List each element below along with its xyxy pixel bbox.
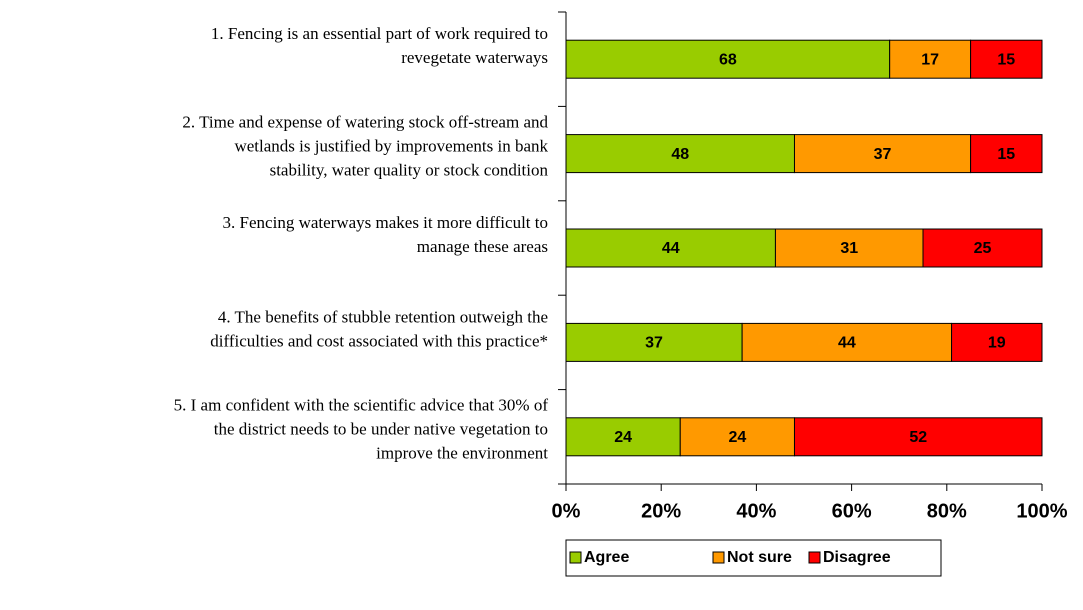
legend-label: Disagree xyxy=(823,549,891,566)
bar-segment xyxy=(970,134,1043,174)
category-label: wetlands is justified by improvements in… xyxy=(234,137,548,156)
category-label: manage these areas xyxy=(417,237,548,256)
bar-segment xyxy=(565,417,681,457)
data-label: 44 xyxy=(838,335,856,352)
category-label: the district needs to be under native ve… xyxy=(214,420,548,439)
data-label: 48 xyxy=(671,146,689,163)
bar-segment xyxy=(679,417,795,457)
data-label: 31 xyxy=(840,240,858,257)
category-label: improve the environment xyxy=(376,444,548,463)
bar-segment xyxy=(741,322,953,362)
bar-segment xyxy=(889,39,972,79)
category-label: difficulties and cost associated with th… xyxy=(210,331,548,350)
x-tick-label: 40% xyxy=(736,500,776,522)
x-tick-label: 60% xyxy=(832,500,872,522)
data-label: 19 xyxy=(988,335,1006,352)
bar-segment xyxy=(774,228,924,268)
category-label: 5. I am confident with the scientific ad… xyxy=(174,396,549,415)
legend-swatch xyxy=(569,551,582,564)
legend-label: Agree xyxy=(584,549,629,566)
data-label: 24 xyxy=(614,429,632,446)
data-label: 44 xyxy=(662,240,680,257)
data-label: 37 xyxy=(645,335,663,352)
data-label: 37 xyxy=(874,146,892,163)
x-tick-label: 80% xyxy=(927,500,967,522)
legend-swatch xyxy=(808,551,821,564)
bar-segment xyxy=(970,39,1043,79)
x-tick-label: 20% xyxy=(641,500,681,522)
bar-segment xyxy=(793,417,1043,457)
bar-segment xyxy=(951,322,1043,362)
data-label: 68 xyxy=(719,51,737,68)
category-label: 4. The benefits of stubble retention out… xyxy=(218,307,548,326)
category-label: 1. Fencing is an essential part of work … xyxy=(211,24,548,43)
category-label: revegetate waterways xyxy=(401,48,548,67)
data-label: 52 xyxy=(909,429,927,446)
category-label: stability, water quality or stock condit… xyxy=(270,161,549,180)
data-label: 15 xyxy=(997,146,1015,163)
bar-segment xyxy=(565,228,776,268)
data-label: 25 xyxy=(974,240,992,257)
legend-swatch xyxy=(712,551,725,564)
data-label: 24 xyxy=(728,429,746,446)
legend-box xyxy=(565,539,942,577)
x-tick-label: 100% xyxy=(1016,500,1067,522)
x-tick-label: 0% xyxy=(552,500,581,522)
category-label: 3. Fencing waterways makes it more diffi… xyxy=(223,213,548,232)
data-label: 17 xyxy=(921,51,939,68)
bar-segment xyxy=(565,322,743,362)
bar-segment xyxy=(922,228,1043,268)
legend-label: Not sure xyxy=(727,549,792,566)
bar-segment xyxy=(793,134,972,174)
data-label: 15 xyxy=(997,51,1015,68)
category-label: 2. Time and expense of watering stock of… xyxy=(182,113,548,132)
